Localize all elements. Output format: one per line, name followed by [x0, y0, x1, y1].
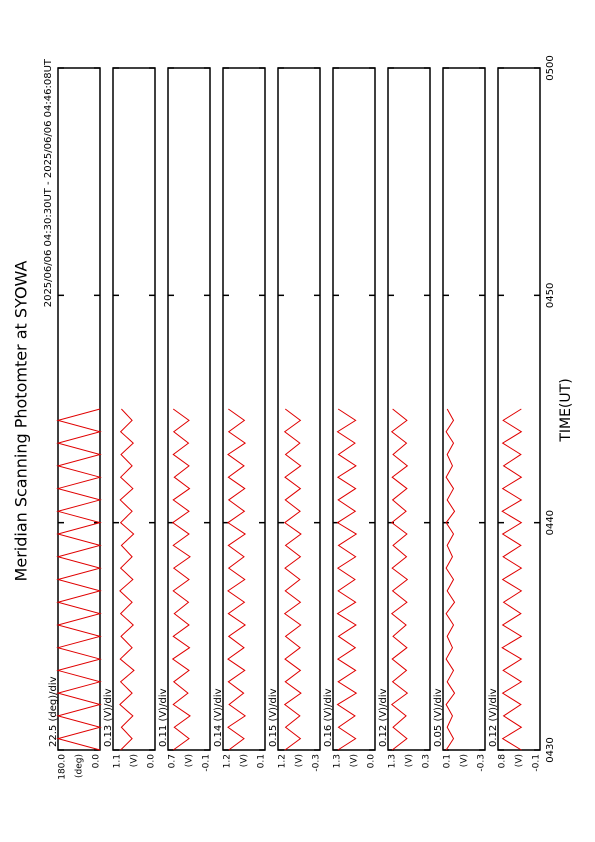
- y-axis-title: 0.05 (V)/div: [433, 688, 444, 747]
- subtitle: 2025/06/06 04:30:30UT - 2025/06/06 04:46…: [43, 58, 54, 307]
- y-tick-label: 0.3: [422, 754, 432, 768]
- y-tick-label: 0.7: [168, 754, 178, 768]
- data-line: [56, 408, 102, 751]
- panel-frame: [222, 67, 266, 751]
- panel-frame: [112, 67, 156, 751]
- y-unit: (V): [515, 754, 525, 767]
- y-tick-label: -0.1: [532, 754, 542, 772]
- panel-frame: [332, 67, 376, 751]
- y-tick-label: 1.3: [333, 754, 343, 768]
- panel-frame: [57, 67, 101, 751]
- plot-area: Meridian Scanning Photomter at SYOWA 202…: [12, 55, 575, 779]
- panel-frame: [442, 67, 486, 751]
- y-axis-title: 0.15 (V)/div: [268, 688, 279, 747]
- x-axis-title: TIME(UT): [558, 378, 574, 442]
- y-tick-label: 0.0: [92, 754, 102, 769]
- y-unit: (V): [405, 754, 415, 767]
- y-axis-title: 0.11 (V)/div: [158, 688, 169, 747]
- data-line: [336, 408, 358, 751]
- y-tick-label: 0.8: [498, 754, 508, 769]
- panel-frame: [277, 67, 321, 751]
- data-line: [390, 408, 409, 751]
- y-unit: (V): [350, 754, 360, 767]
- y-axis-title: 0.12 (V)/div: [488, 688, 499, 747]
- panel-frame: [497, 67, 541, 751]
- y-unit: (V): [295, 754, 305, 767]
- y-axis-title: 22.5 (deg)/div: [48, 676, 59, 747]
- y-tick-label: 0.0: [147, 754, 157, 769]
- y-unit: (V): [130, 754, 140, 767]
- y-axis-title: 0.13 (V)/div: [103, 688, 114, 747]
- y-tick-label: 1.2: [223, 754, 233, 768]
- y-tick-label: -0.3: [477, 754, 487, 772]
- y-tick-label: -0.1: [202, 754, 212, 772]
- data-line: [119, 408, 135, 751]
- y-tick-label: 0.1: [257, 754, 267, 768]
- y-tick-label: 0.0: [367, 754, 377, 769]
- y-tick-label: 1.1: [113, 754, 123, 768]
- y-unit: (V): [185, 754, 195, 767]
- y-unit: (V): [240, 754, 250, 767]
- y-axis-title: 0.14 (V)/div: [213, 688, 224, 747]
- y-tick-label: 1.2: [278, 754, 288, 768]
- x-tick-label: 0440: [545, 510, 556, 535]
- y-tick-label: 180.0: [58, 754, 68, 780]
- y-unit: (deg): [75, 754, 85, 778]
- x-tick-label: 0430: [545, 737, 556, 762]
- panel-frame: [167, 67, 211, 751]
- y-tick-label: 1.3: [388, 754, 398, 768]
- x-tick-label: 0450: [545, 283, 556, 308]
- y-tick-label: 0.1: [443, 754, 453, 768]
- data-line: [501, 408, 523, 751]
- data-line: [283, 408, 302, 751]
- y-axis-title: 0.16 (V)/div: [323, 688, 334, 747]
- x-tick-label: 0500: [545, 55, 556, 80]
- data-line: [445, 408, 456, 751]
- y-tick-label: -0.3: [312, 754, 322, 772]
- data-line: [171, 408, 191, 751]
- y-axis-title: 0.12 (V)/div: [378, 688, 389, 747]
- chart-title: Meridian Scanning Photomter at SYOWA: [12, 261, 31, 582]
- y-unit: (V): [460, 754, 470, 767]
- panel-frame: [387, 67, 431, 751]
- data-line: [227, 408, 247, 751]
